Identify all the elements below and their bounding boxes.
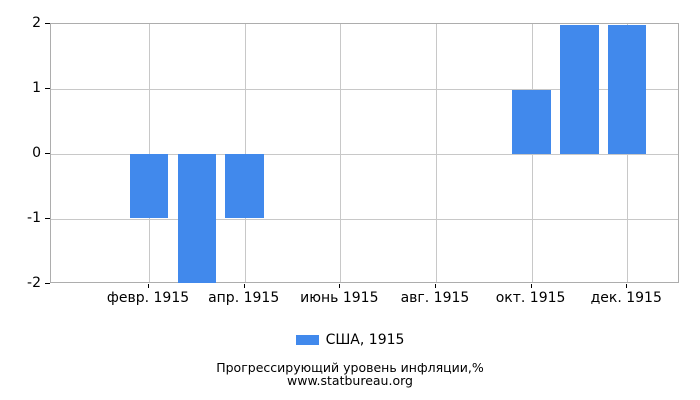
- y-tick-label: 1: [32, 80, 41, 96]
- y-tick-label: 0: [32, 145, 41, 161]
- legend-label: США, 1915: [325, 332, 405, 348]
- y-axis-tick: [45, 283, 50, 284]
- gridline-v: [435, 24, 437, 282]
- x-tick-label: дек. 1915: [590, 290, 662, 306]
- x-axis-tick: [148, 284, 150, 288]
- caption: Прогрессирующий уровень инфляции,% www.s…: [0, 361, 700, 387]
- bar-month-12: [607, 25, 647, 154]
- legend-swatch: [295, 335, 319, 345]
- x-tick-label: авг. 1915: [400, 290, 470, 306]
- x-tick-label: апр. 1915: [208, 290, 280, 306]
- y-axis-tick: [45, 153, 50, 154]
- gridline-h: [51, 154, 678, 155]
- gridline-v: [149, 24, 151, 282]
- y-axis-tick: [45, 23, 50, 24]
- x-tick-label: июнь 1915: [300, 290, 379, 306]
- x-axis-tick: [339, 284, 341, 288]
- y-tick-label: 2: [32, 15, 41, 31]
- gridline-h: [51, 89, 678, 90]
- y-tick-label: -1: [27, 210, 41, 226]
- bar-month-3: [177, 154, 217, 283]
- y-axis-tick: [45, 88, 50, 89]
- x-tick-label: февр. 1915: [106, 290, 190, 306]
- bar-month-2: [129, 154, 169, 219]
- x-axis-tick: [530, 284, 532, 288]
- plot-area: [50, 23, 679, 283]
- chart-title: Прогрессирующий уровень инфляции,%: [216, 360, 484, 375]
- chart-source: www.statbureau.org: [287, 373, 413, 388]
- gridline-v: [340, 24, 342, 282]
- bar-month-11: [560, 25, 599, 154]
- gridline-v: [244, 24, 246, 282]
- bar-month-4: [225, 154, 264, 219]
- legend: США, 1915: [0, 333, 700, 347]
- x-axis-tick: [626, 284, 628, 288]
- y-axis-tick: [45, 218, 50, 219]
- y-tick-label: -2: [27, 275, 41, 291]
- x-axis-tick: [243, 284, 245, 288]
- x-axis-tick: [434, 284, 436, 288]
- gridline-h: [51, 219, 678, 220]
- x-tick-label: окт. 1915: [495, 290, 566, 306]
- bar-month-10: [512, 89, 551, 154]
